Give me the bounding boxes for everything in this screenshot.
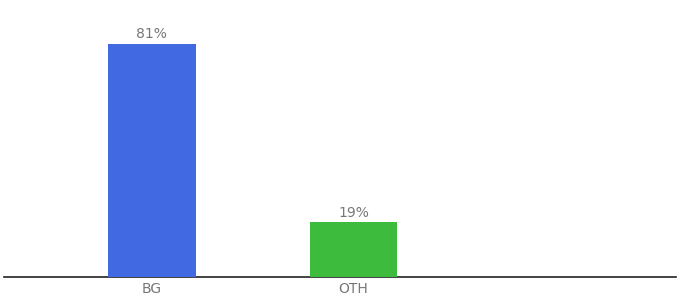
Bar [108, 44, 196, 277]
Bar [310, 222, 397, 277]
Text: 81%: 81% [137, 28, 167, 41]
Text: 19%: 19% [338, 206, 369, 220]
